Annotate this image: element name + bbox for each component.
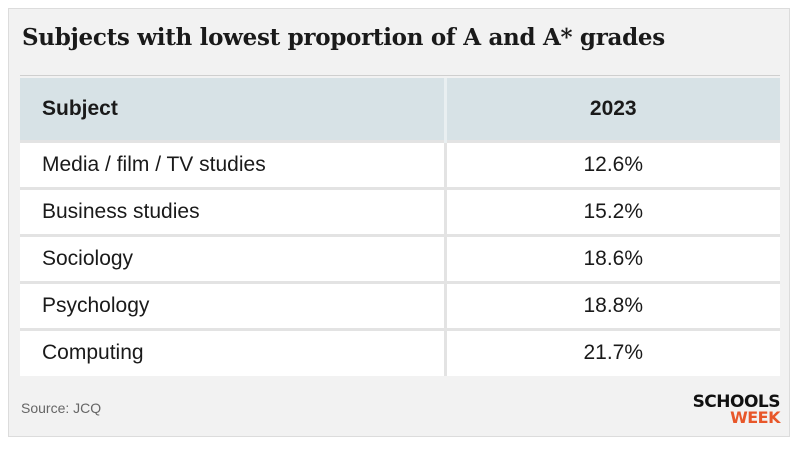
subject-cell: Psychology: [20, 280, 447, 329]
value-cell: 18.8%: [445, 280, 780, 329]
value-cell: 12.6%: [445, 139, 780, 188]
source-note: Source: JCQ: [21, 400, 102, 416]
table-row: Psychology 18.8%: [20, 280, 780, 329]
subject-cell: Sociology: [20, 233, 447, 282]
title-divider: [20, 75, 780, 76]
column-header-subject: Subject: [20, 78, 447, 141]
subject-cell: Media / film / TV studies: [20, 139, 447, 188]
logo-line-2: WEEK: [730, 408, 780, 427]
subject-cell: Computing: [20, 327, 447, 376]
table-row: Media / film / TV studies 12.6%: [20, 139, 780, 188]
data-table: Subject 2023 Media / film / TV studies 12…: [20, 78, 780, 376]
value-cell: 15.2%: [445, 186, 780, 235]
subject-cell: Business studies: [20, 186, 447, 235]
column-header-2023: 2023: [445, 78, 780, 141]
table-row: Business studies 15.2%: [20, 186, 780, 235]
value-cell: 21.7%: [445, 327, 780, 376]
table-header-row: Subject 2023: [20, 78, 780, 141]
value-cell: 18.6%: [445, 233, 780, 282]
table-row: Computing 21.7%: [20, 327, 780, 376]
logo-line-1: SCHOOLS: [692, 392, 781, 412]
schools-week-logo: SCHOOLS WEEK: [686, 392, 781, 429]
chart-title: Subjects with lowest proportion of A and…: [22, 24, 665, 51]
table-body: Media / film / TV studies 12.6% Business s…: [20, 139, 780, 376]
table-row: Sociology 18.6%: [20, 233, 780, 282]
